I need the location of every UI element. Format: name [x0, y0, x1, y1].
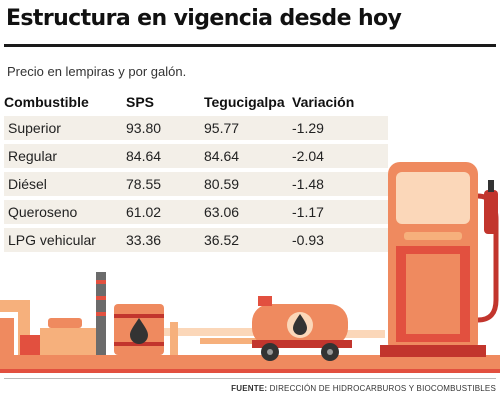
tegucigalpa-price: 84.64	[204, 144, 292, 168]
sps-price: 78.55	[126, 172, 204, 196]
price-variation: -0.93	[292, 228, 388, 252]
left-pipe-icon	[0, 300, 30, 355]
tegucigalpa-price: 36.52	[204, 228, 292, 252]
title-divider	[4, 44, 496, 47]
fuel-name: Regular	[4, 144, 126, 168]
sps-price: 84.64	[126, 144, 204, 168]
table-row: Superior 93.80 95.77 -1.29	[4, 116, 388, 140]
column-header-variation: Variación	[292, 94, 355, 110]
price-variation: -1.48	[292, 172, 388, 196]
nozzle-icon	[484, 190, 498, 234]
price-variation: -2.04	[292, 144, 388, 168]
fuel-name: Diésel	[4, 172, 126, 196]
source-note: FUENTE: DIRECCIÓN DE HIDROCARBUROS Y BIO…	[231, 384, 496, 393]
chimney-icon	[96, 272, 106, 355]
table-row: LPG vehicular 33.36 36.52 -0.93	[4, 228, 388, 252]
table-row: Regular 84.64 84.64 -2.04	[4, 144, 388, 168]
sps-price: 33.36	[126, 228, 204, 252]
sps-price: 93.80	[126, 116, 204, 140]
wheel-icon	[261, 343, 279, 361]
source-text: DIRECCIÓN DE HIDROCARBUROS Y BIOCOMBUSTI…	[269, 384, 496, 393]
fuel-name: Queroseno	[4, 200, 126, 224]
price-variation: -1.17	[292, 200, 388, 224]
column-header-sps: SPS	[126, 94, 155, 110]
fuel-price-table: Combustible SPS Tegucigalpa Variación Su…	[4, 90, 388, 256]
price-variation: -1.29	[292, 116, 388, 140]
source-label: FUENTE:	[231, 384, 268, 393]
table-header-row: Combustible SPS Tegucigalpa Variación	[4, 94, 388, 112]
oil-drop-icon	[130, 318, 148, 344]
pipe-icon	[164, 328, 259, 336]
tegucigalpa-price: 95.77	[204, 116, 292, 140]
chart-subtitle: Precio en lempiras y por galón.	[7, 64, 187, 79]
column-header-fuel: Combustible	[4, 94, 89, 110]
source-divider	[4, 378, 496, 379]
ground-bar	[0, 355, 500, 369]
sps-price: 61.02	[126, 200, 204, 224]
fuel-name: LPG vehicular	[4, 228, 126, 252]
tanker-oil-drop-icon	[293, 314, 307, 335]
tegucigalpa-price: 63.06	[204, 200, 292, 224]
fuel-pump-icon	[388, 162, 478, 355]
tegucigalpa-price: 80.59	[204, 172, 292, 196]
column-header-tegucigalpa: Tegucigalpa	[204, 94, 285, 110]
fuel-name: Superior	[4, 116, 126, 140]
table-row: Diésel 78.55 80.59 -1.48	[4, 172, 388, 196]
tanker-icon	[252, 304, 348, 346]
oil-barrel-icon	[114, 304, 164, 355]
chart-title: Estructura en vigencia desde hoy	[6, 6, 402, 31]
table-row: Queroseno 61.02 63.06 -1.17	[4, 200, 388, 224]
